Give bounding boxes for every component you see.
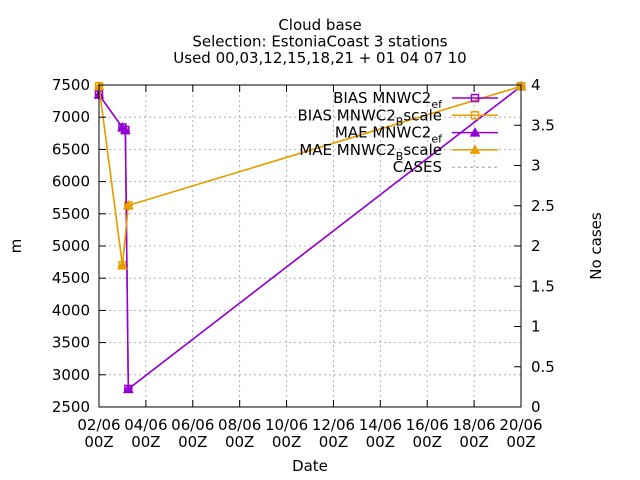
y-tick-label: 7500 xyxy=(52,76,90,94)
x-tick-label-date: 14/06 xyxy=(359,416,402,434)
x-tick-label-hour: 00Z xyxy=(459,433,488,451)
y-tick-label: 4000 xyxy=(52,301,90,319)
y2-tick-label: 2.5 xyxy=(531,197,555,215)
title-line: Selection: EstoniaCoast 3 stations xyxy=(192,33,447,51)
data-point xyxy=(120,124,131,135)
x-tick-label-hour: 00Z xyxy=(319,433,348,451)
data-point xyxy=(469,127,481,137)
y2-tick-label: 3 xyxy=(531,157,541,175)
y2-tick-label: 1.5 xyxy=(531,277,555,295)
y2-tick-labels: 0 0.5 1 1.5 2 2.5 3 3.5 4 xyxy=(531,76,555,416)
x-tick-label-date: 04/06 xyxy=(124,416,167,434)
y-tick-label: 6500 xyxy=(52,140,90,158)
data-point xyxy=(122,383,134,393)
data-point xyxy=(469,144,481,154)
axis-ticks xyxy=(98,84,522,408)
x-tick-label-hour: 00Z xyxy=(272,433,301,451)
x-tick-label-hour: 00Z xyxy=(84,433,113,451)
y2-tick-label: 2 xyxy=(531,237,541,255)
x-tick-label-date: 16/06 xyxy=(406,416,449,434)
y-axis-label: m xyxy=(7,239,25,254)
x-tick-labels: 02/0600Z04/0600Z06/0600Z08/0600Z10/0600Z… xyxy=(77,416,542,451)
y2-tick-label: 0 xyxy=(531,398,541,416)
title-line: Used 00,03,12,15,18,21 + 01 04 07 10 xyxy=(173,49,466,67)
x-tick-label-date: 20/06 xyxy=(499,416,542,434)
x-tick-label-hour: 00Z xyxy=(366,433,395,451)
y2-tick-label: 0.5 xyxy=(531,358,555,376)
x-tick-label-date: 10/06 xyxy=(265,416,308,434)
y-tick-label: 5500 xyxy=(52,205,90,223)
x-tick-label-hour: 00Z xyxy=(506,433,535,451)
x-tick-label-date: 02/06 xyxy=(77,416,120,434)
title-line: Cloud base xyxy=(278,16,361,34)
x-axis-label: Date xyxy=(292,457,328,475)
legend-label: MAE MNWC2Bscale xyxy=(299,141,442,163)
y-tick-label: 3000 xyxy=(52,366,90,384)
y2-tick-label: 3.5 xyxy=(531,116,555,134)
x-tick-label-date: 18/06 xyxy=(452,416,495,434)
x-tick-label-hour: 00Z xyxy=(225,433,254,451)
data-point xyxy=(470,111,480,120)
data-point xyxy=(122,199,134,210)
y2-tick-label: 4 xyxy=(531,76,541,94)
x-tick-label-hour: 00Z xyxy=(131,433,160,451)
x-tick-label-hour: 00Z xyxy=(413,433,442,451)
x-tick-label-date: 12/06 xyxy=(312,416,355,434)
y-tick-label: 4500 xyxy=(52,269,90,287)
y-tick-label: 6000 xyxy=(52,173,90,191)
y2-axis-label: No cases xyxy=(587,212,605,280)
data-point xyxy=(117,259,128,270)
y2-tick-label: 1 xyxy=(531,318,541,336)
series-line xyxy=(98,85,522,266)
legend-label: CASES xyxy=(393,158,442,176)
y-tick-label: 3500 xyxy=(52,334,90,352)
x-tick-label-date: 08/06 xyxy=(218,416,261,434)
legend-label: MAE MNWC2ef xyxy=(335,124,443,146)
x-tick-label-date: 06/06 xyxy=(171,416,214,434)
series-line xyxy=(98,85,522,391)
legend-label: BIAS MNWC2Bscale xyxy=(298,106,442,128)
y-tick-label: 2500 xyxy=(52,398,90,416)
x-tick-label-hour: 00Z xyxy=(178,433,207,451)
series-lines xyxy=(93,80,527,394)
series-line xyxy=(98,85,522,391)
y-tick-label: 5000 xyxy=(52,237,90,255)
data-point xyxy=(470,93,480,103)
y-tick-label: 7000 xyxy=(52,108,90,126)
legend-label: BIAS MNWC2ef xyxy=(333,89,443,111)
y-tick-labels: 2500 3000 3500 4000 4500 5000 5500 6000 6500 7000… xyxy=(52,76,90,416)
